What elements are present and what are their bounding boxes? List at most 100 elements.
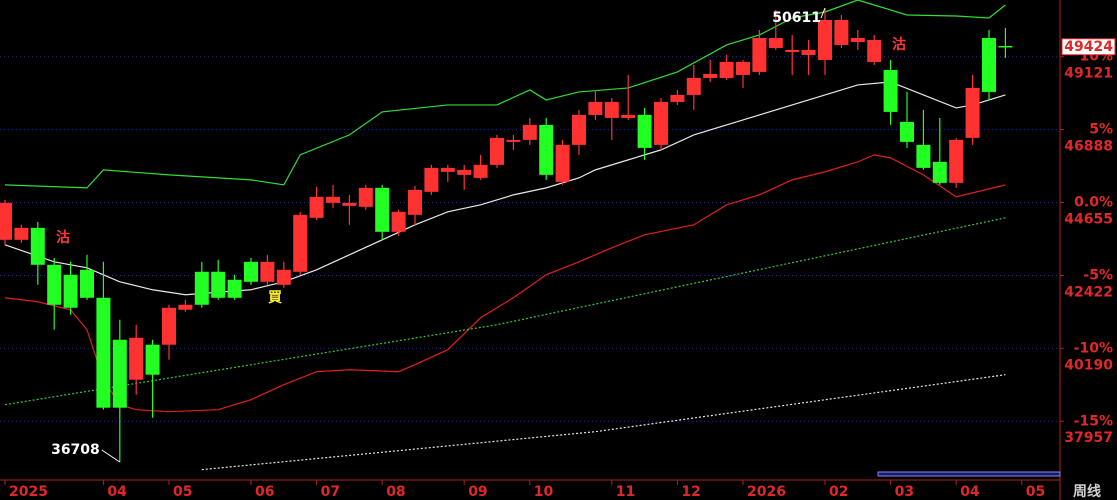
- x-tick-label: 03: [895, 484, 914, 500]
- candle-body: [375, 187, 390, 232]
- high-pointer: [820, 7, 826, 19]
- candle-body: [293, 214, 308, 272]
- candle-body: [244, 261, 258, 282]
- x-tick-label: 12: [681, 484, 700, 500]
- candle-body: [408, 189, 422, 215]
- candle-body: [326, 196, 340, 203]
- candle-body: [637, 114, 652, 148]
- candle-body: [30, 227, 45, 265]
- x-tick-label: 04: [960, 484, 980, 500]
- candle-body: [490, 137, 504, 165]
- candle-body: [145, 344, 160, 375]
- signal-annotation: 沽: [892, 36, 906, 53]
- y-tick-label: 37957: [1064, 430, 1113, 446]
- indicator-line: [4, 154, 1006, 413]
- candle-body: [736, 61, 750, 75]
- high-label: 50611: [772, 10, 821, 26]
- candle-body: [949, 139, 964, 183]
- y2-tick-label: -5%: [1083, 267, 1113, 283]
- candle-body: [276, 269, 291, 285]
- period-label: 周线: [1073, 483, 1101, 500]
- y-tick-label: 42422: [1064, 284, 1113, 300]
- candle-body: [178, 304, 193, 310]
- x-tick-label: 04: [107, 484, 127, 500]
- x-tick-label: 07: [321, 484, 340, 500]
- candle-body: [0, 202, 12, 240]
- candle-body: [112, 339, 127, 408]
- candle-body: [539, 124, 554, 175]
- candle-body: [14, 227, 29, 240]
- candle-body: [703, 73, 718, 78]
- low-label: 36708: [51, 442, 100, 458]
- candle-body: [932, 161, 947, 183]
- candle-body: [965, 87, 980, 138]
- y2-tick-label: -10%: [1074, 340, 1113, 356]
- indicator-line: [4, 217, 1006, 406]
- y2-tick-label: 5%: [1089, 122, 1113, 138]
- candle-body: [80, 269, 94, 298]
- x-tick-label: 2025: [9, 484, 48, 500]
- y2-tick-label: -15%: [1074, 413, 1113, 429]
- candle-body: [506, 139, 521, 142]
- candle-body: [801, 49, 816, 55]
- x-tick-label: 11: [616, 484, 635, 500]
- candle-body: [998, 45, 1013, 48]
- candle-body: [227, 279, 242, 298]
- candle-body: [162, 307, 176, 345]
- signal-annotation: 買: [268, 290, 283, 306]
- candle-body: [818, 19, 832, 60]
- candle-body: [752, 37, 767, 72]
- candle-body: [473, 164, 488, 178]
- y2-tick-label: 0.0%: [1074, 195, 1113, 211]
- candle-body: [440, 167, 455, 172]
- last-price-box: [1061, 38, 1116, 56]
- candle-body: [211, 271, 226, 298]
- indicator-line: [201, 374, 1006, 471]
- y-tick-label: 49121: [1064, 66, 1113, 82]
- candle-body: [883, 69, 898, 112]
- candle-body: [424, 167, 439, 192]
- candle-body: [588, 101, 603, 115]
- x-tick-label: 02: [829, 484, 848, 500]
- y-tick-label: 46888: [1064, 139, 1113, 155]
- x-tick-label: 05: [1026, 484, 1045, 500]
- candle-body: [654, 101, 668, 145]
- x-tick-label: 08: [386, 484, 405, 500]
- x-tick-label: 2026: [747, 484, 786, 500]
- candle-body: [572, 114, 586, 145]
- candle-body: [850, 37, 865, 42]
- candle-body: [391, 211, 406, 232]
- candle-body: [686, 77, 701, 95]
- candle-body: [260, 261, 275, 282]
- x-tick-label: 06: [255, 484, 274, 500]
- candle-body: [522, 124, 537, 140]
- candle-body: [867, 39, 882, 62]
- y-tick-label: 40190: [1064, 357, 1113, 373]
- candle-body: [916, 144, 931, 168]
- candle-body: [785, 49, 800, 52]
- candle-body: [555, 144, 570, 182]
- candle-body: [342, 202, 357, 206]
- x-tick-label: 09: [468, 484, 487, 500]
- candle-body: [621, 114, 636, 118]
- y-tick-label: 44655: [1064, 211, 1113, 227]
- candle-body: [309, 196, 324, 218]
- candle-body: [719, 61, 734, 78]
- candle-body: [96, 297, 111, 408]
- candle-body: [768, 37, 783, 48]
- signal-annotation: 沽: [56, 229, 70, 246]
- scroll-bar[interactable]: [877, 471, 1061, 477]
- x-tick-label: 10: [534, 484, 554, 500]
- candle-body: [982, 37, 996, 92]
- candle-body: [63, 274, 78, 308]
- candle-body: [457, 169, 472, 175]
- indicator-line: [4, 0, 1006, 189]
- candle-body: [900, 121, 914, 142]
- candle-body: [670, 94, 685, 102]
- candle-body: [604, 101, 619, 118]
- low-pointer: [101, 449, 121, 463]
- last-price-label: 49424: [1064, 39, 1113, 55]
- candle-body: [194, 271, 209, 305]
- candle-body: [129, 337, 144, 380]
